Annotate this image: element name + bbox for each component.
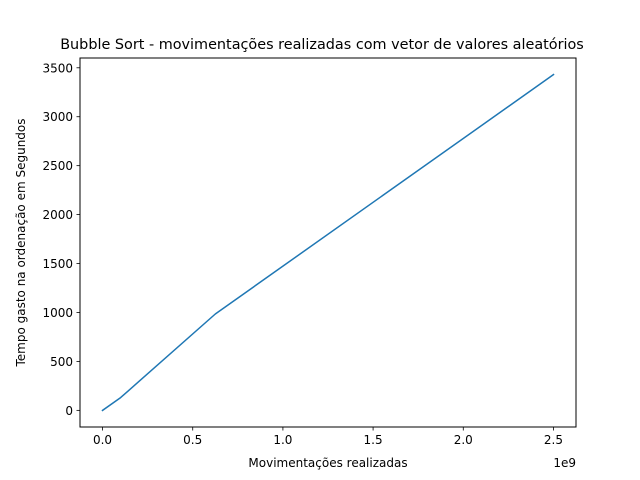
y-axis-ticks: 0 500 1000 1500 2000 2500 3000 3500 (42, 61, 80, 418)
y-tick-label: 2000 (42, 208, 73, 222)
y-tick-label: 3500 (42, 61, 73, 75)
y-tick-label: 2500 (42, 159, 73, 173)
plot-frame (79, 57, 577, 428)
series-layer (101, 73, 555, 412)
x-axis-ticks: 0.0 0.5 1.0 1.5 2.0 2.5 (93, 427, 563, 447)
x-tick-label: 1.5 (364, 433, 383, 447)
x-tick-label: 1.0 (273, 433, 292, 447)
y-tick-label: 1000 (42, 306, 73, 320)
x-tick-label: 2.0 (454, 433, 473, 447)
x-tick-label: 2.5 (544, 433, 563, 447)
series-line (101, 73, 555, 412)
y-tick-label: 3000 (42, 110, 73, 124)
y-tick-label: 0 (65, 404, 73, 418)
x-tick-label: 0.5 (183, 433, 202, 447)
x-axis-offset-label: 1e9 (553, 456, 576, 470)
y-axis-label: Tempo gasto na ordenação em Segundos (14, 118, 28, 367)
x-tick-label: 0.0 (93, 433, 112, 447)
y-tick-label: 1500 (42, 257, 73, 271)
chart-title: Bubble Sort - movimentações realizadas c… (60, 37, 584, 53)
y-tick-label: 500 (50, 355, 73, 369)
x-axis-label: Movimentações realizadas (248, 456, 407, 470)
